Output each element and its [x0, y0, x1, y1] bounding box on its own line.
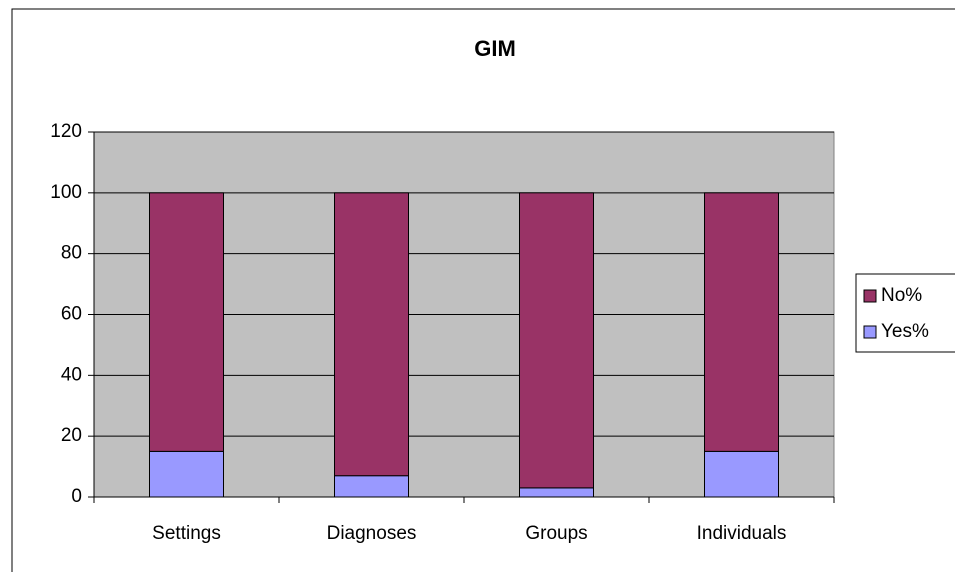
chart-title: GIM [474, 36, 516, 61]
bar-segment [519, 487, 594, 498]
bar-segment [519, 192, 594, 489]
y-tick-label: 100 [50, 182, 82, 203]
x-tick-label: Individuals [697, 523, 787, 544]
bar-segment [704, 450, 779, 498]
bar-segment [704, 192, 779, 452]
bar-segment [334, 192, 409, 477]
y-tick-label: 80 [61, 243, 82, 264]
y-tick-label: 0 [71, 486, 82, 507]
bar-segment [149, 450, 224, 498]
y-tick-label: 120 [50, 121, 82, 142]
legend-label: No% [881, 285, 922, 306]
y-tick-label: 60 [61, 304, 82, 325]
bar-segment [334, 475, 409, 498]
x-tick-label: Groups [525, 523, 587, 544]
y-tick-label: 20 [61, 425, 82, 446]
legend-swatch [863, 325, 877, 339]
x-tick-label: Diagnoses [327, 523, 417, 544]
legend-swatch [863, 289, 877, 303]
y-tick-label: 40 [61, 364, 82, 385]
x-tick-label: Settings [152, 523, 221, 544]
bar-segment [149, 192, 224, 452]
legend-box [855, 273, 955, 353]
legend-label: Yes% [881, 321, 929, 342]
